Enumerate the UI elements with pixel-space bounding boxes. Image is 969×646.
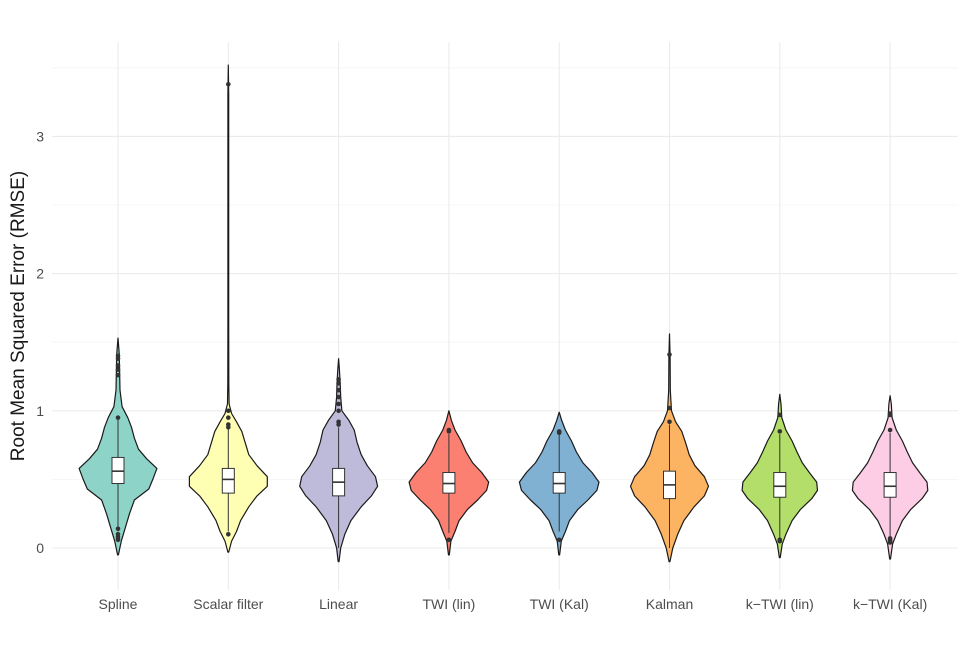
y-tick-label: 2 xyxy=(36,266,44,282)
outlier-point xyxy=(226,415,231,420)
box-iqr xyxy=(773,472,787,498)
x-tick-label: k−TWI (lin) xyxy=(746,596,814,612)
outlier-point xyxy=(667,419,672,425)
x-tick-label: TWI (lin) xyxy=(422,596,475,612)
violin-group xyxy=(741,393,819,559)
outlier-point xyxy=(887,536,893,541)
outlier-point xyxy=(777,429,783,434)
outlier-point xyxy=(115,415,121,420)
outlier-point xyxy=(226,408,231,414)
outlier-point xyxy=(336,381,341,386)
outlier-point xyxy=(115,372,121,378)
outlier-point xyxy=(115,353,121,359)
outlier-point xyxy=(115,367,121,372)
outlier-point xyxy=(115,531,121,537)
outlier-point xyxy=(336,419,341,425)
outlier-point xyxy=(336,408,341,414)
violin-group xyxy=(188,64,268,553)
outlier-point xyxy=(556,537,562,543)
box-iqr xyxy=(221,467,235,494)
grid xyxy=(52,42,958,590)
y-tick-label: 1 xyxy=(36,403,44,419)
x-tick-label: Kalman xyxy=(646,596,693,612)
x-tick-label: Scalar filter xyxy=(193,596,263,612)
outlier-point xyxy=(556,429,562,434)
violin-group xyxy=(629,333,710,563)
outlier-point xyxy=(446,537,452,543)
x-tick-label: Spline xyxy=(99,596,138,612)
y-axis-title: Root Mean Squared Error (RMSE) xyxy=(8,171,29,461)
outlier-point xyxy=(336,376,341,382)
outlier-point xyxy=(446,427,452,433)
outlier-point xyxy=(226,81,231,87)
outlier-point xyxy=(667,352,672,357)
violins xyxy=(78,64,929,563)
y-axis-ticks: 0 1 2 3 xyxy=(36,128,44,556)
violin-shape xyxy=(188,64,268,553)
outlier-point xyxy=(226,531,231,537)
y-tick-label: 0 xyxy=(36,540,44,556)
y-tick-label: 3 xyxy=(36,128,44,144)
outlier-point xyxy=(336,401,341,407)
violin-group xyxy=(518,411,600,556)
outlier-point xyxy=(777,412,783,418)
outlier-point xyxy=(777,537,783,543)
outlier-point xyxy=(887,411,893,416)
x-tick-label: Linear xyxy=(319,596,358,612)
outlier-point xyxy=(887,427,893,433)
violin-group xyxy=(408,410,490,556)
outlier-point xyxy=(336,394,341,400)
x-tick-label: TWI (Kal) xyxy=(530,596,589,612)
x-tick-label: k−TWI (Kal) xyxy=(853,596,927,612)
outlier-point xyxy=(115,363,121,368)
outlier-point xyxy=(115,526,121,532)
outlier-point xyxy=(667,405,672,411)
violin-group xyxy=(851,395,929,560)
outlier-point xyxy=(336,387,341,393)
violin-group xyxy=(78,337,158,556)
x-axis-ticks: Spline Scalar filter Linear TWI (lin) TWI (K… xyxy=(99,596,928,612)
box-iqr xyxy=(883,472,897,498)
outlier-point xyxy=(226,422,231,427)
violin-group xyxy=(299,358,379,563)
